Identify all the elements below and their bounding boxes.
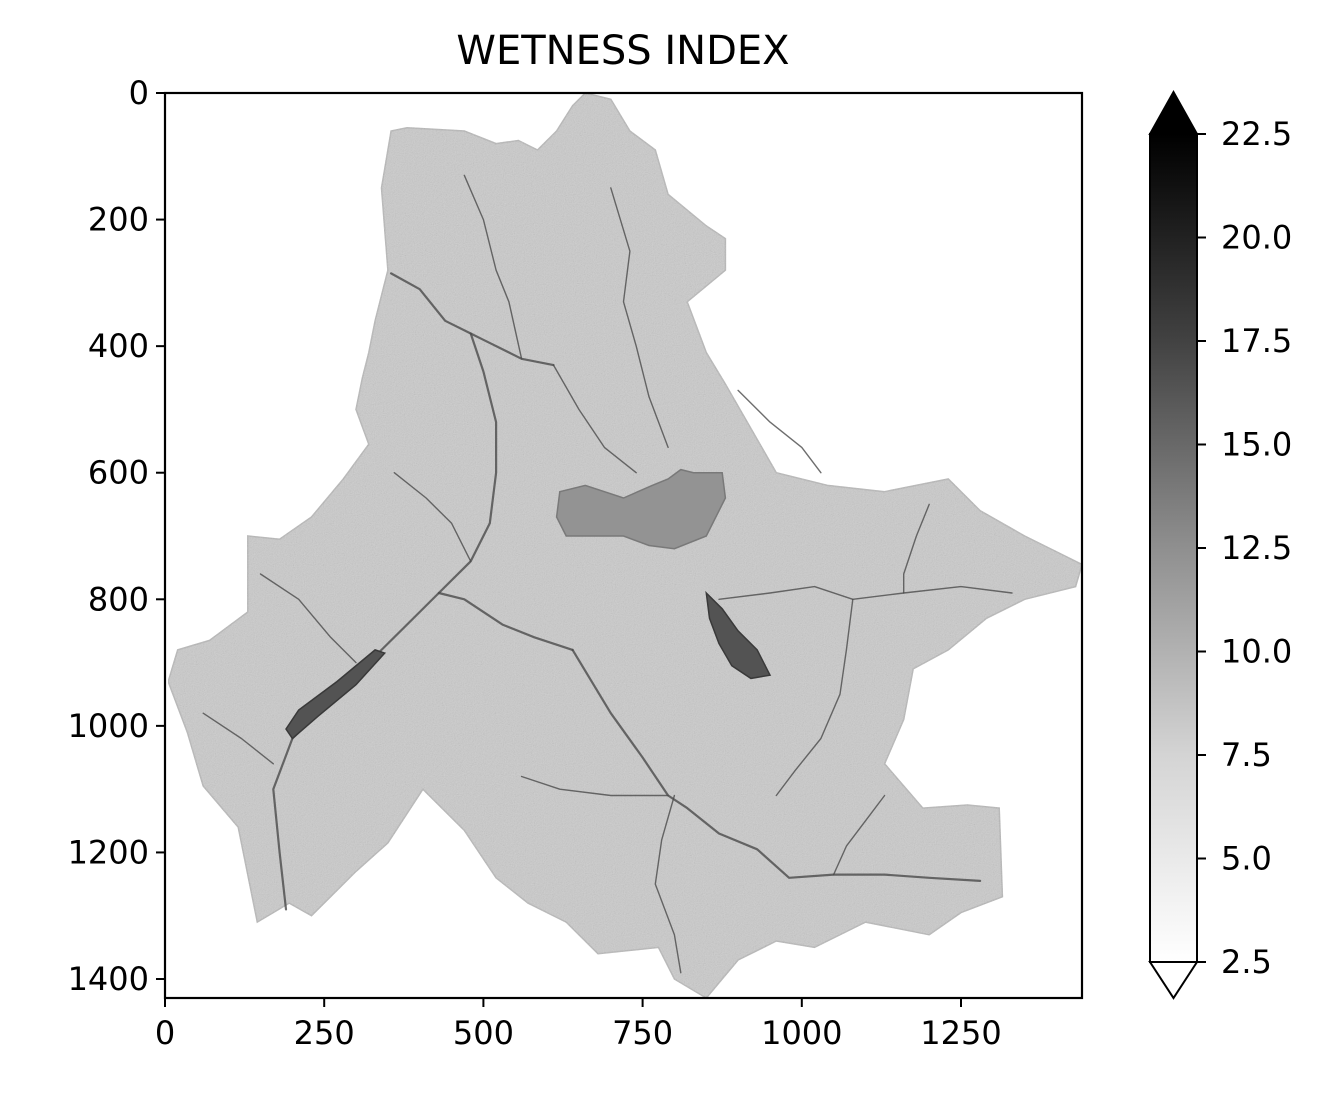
drainage-line <box>832 794 886 876</box>
y-tick-label: 0 <box>129 74 149 112</box>
y-tick-label: 1200 <box>68 833 149 871</box>
chart-title: WETNESS INDEX <box>456 28 789 74</box>
drainage-line <box>775 598 854 797</box>
drainage-line <box>737 389 822 474</box>
drainage-line <box>610 187 669 449</box>
x-tick-label: 250 <box>294 1014 355 1052</box>
flat-areas-layer <box>285 468 772 740</box>
colorbar-tick-label: 2.5 <box>1221 943 1272 981</box>
y-tick-label: 800 <box>88 580 149 618</box>
x-tick-label: 500 <box>453 1014 514 1052</box>
colorbar-ticks: 2.5 5.0 7.5 10.0 12.5 15.0 17.5 20.0 22.5 <box>1197 115 1292 981</box>
flat-wet-area <box>555 468 727 550</box>
drainage-line <box>520 775 669 797</box>
colorbar-tick-label: 10.0 <box>1221 633 1292 671</box>
drainage-line <box>393 472 472 562</box>
drainage-line <box>654 794 682 974</box>
colorbar-low-extend <box>1148 961 1199 1000</box>
colorbar-tick-label: 5.0 <box>1221 840 1272 878</box>
colorbar-scale <box>1149 133 1198 963</box>
colorbar-tick-label: 7.5 <box>1221 736 1272 774</box>
plot-frame <box>163 91 1084 1000</box>
drainage-line <box>259 573 357 664</box>
drainage-line <box>903 503 930 594</box>
x-tick-label: 1000 <box>761 1014 842 1052</box>
drainage-line <box>202 712 274 765</box>
colorbar-high-extend <box>1148 89 1199 135</box>
colorbar: 2.5 5.0 7.5 10.0 12.5 15.0 17.5 20.0 22.5 <box>1148 89 1292 1000</box>
drainage-line <box>437 591 574 652</box>
y-tick-label: 600 <box>88 454 149 492</box>
x-tick-label: 1250 <box>920 1014 1001 1052</box>
catchment-area <box>167 93 1082 998</box>
drainage-line <box>463 174 523 360</box>
plot-area <box>165 93 1082 998</box>
colorbar-tick-label: 12.5 <box>1221 529 1292 567</box>
y-tick-label: 1000 <box>68 707 149 745</box>
y-tick-label: 400 <box>88 327 149 365</box>
drainage-line <box>272 332 498 911</box>
x-tick-label: 750 <box>612 1014 673 1052</box>
flat-wet-area <box>705 590 772 680</box>
flat-wet-area <box>285 649 387 740</box>
x-axis: 0 250 500 750 1000 1250 <box>155 998 1002 1052</box>
y-tick-label: 1400 <box>68 960 149 998</box>
catchment-layer <box>167 93 1082 998</box>
colorbar-tick-label: 15.0 <box>1221 426 1292 464</box>
drainage-line <box>571 648 982 883</box>
colorbar-tick-label: 20.0 <box>1221 219 1292 257</box>
drainage-network <box>202 174 1013 974</box>
colorbar-tick-label: 22.5 <box>1221 115 1292 153</box>
y-axis: 0 200 400 600 800 1000 1200 1400 <box>68 74 165 998</box>
colorbar-tick-label: 17.5 <box>1221 322 1292 360</box>
y-tick-label: 200 <box>88 201 149 239</box>
x-tick-label: 0 <box>155 1014 175 1052</box>
drainage-line <box>552 364 637 474</box>
